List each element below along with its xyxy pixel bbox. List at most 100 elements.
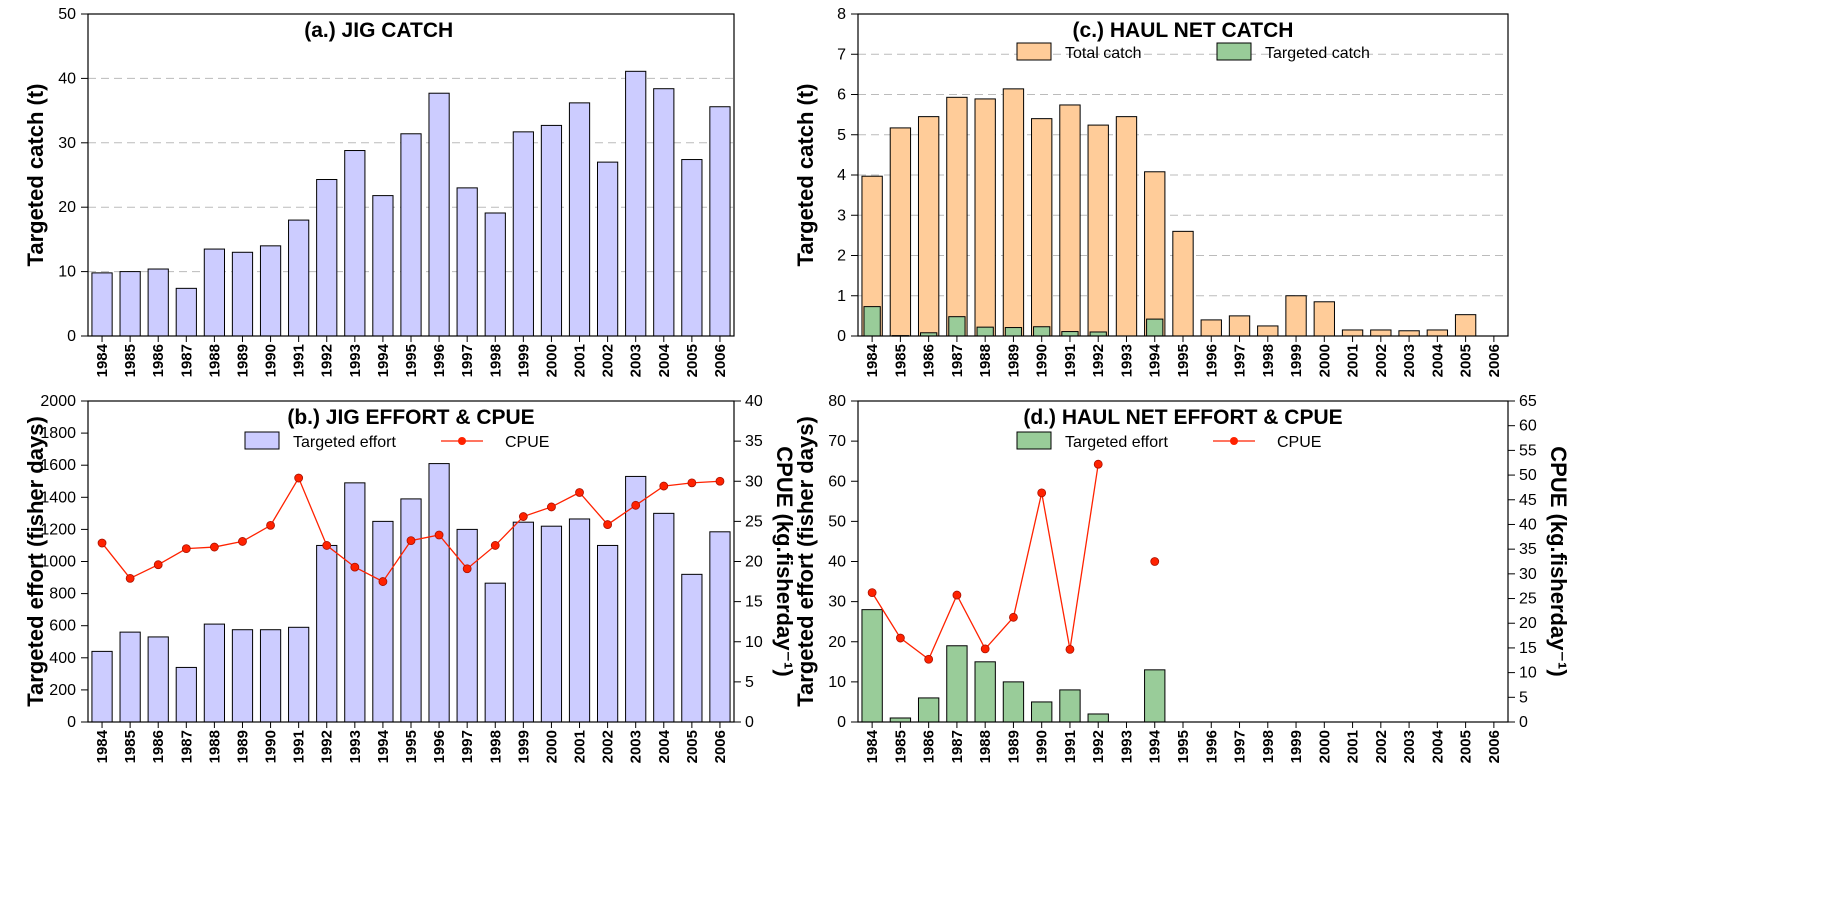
cpue-point bbox=[631, 500, 641, 510]
bar bbox=[946, 645, 968, 723]
legend-swatch bbox=[1016, 42, 1052, 61]
bar bbox=[119, 271, 141, 337]
y2-tick-label: 45 bbox=[1519, 492, 1537, 509]
x-tick-label: 1995 bbox=[1175, 730, 1192, 763]
bar bbox=[91, 272, 113, 337]
y-tick-label: 10 bbox=[58, 264, 76, 281]
x-tick-label: 1990 bbox=[263, 730, 280, 763]
y-axis-title: Targeted effort (fisher days) bbox=[793, 416, 818, 707]
x-tick-label: 1994 bbox=[1147, 343, 1164, 377]
y-tick-label: 60 bbox=[828, 473, 846, 490]
y-tick-label: 50 bbox=[58, 6, 76, 23]
bar bbox=[428, 463, 450, 723]
bar bbox=[1144, 669, 1166, 723]
y2-tick-label: 20 bbox=[1519, 615, 1537, 632]
y2-tick-label: 15 bbox=[745, 594, 763, 611]
bar bbox=[681, 573, 703, 723]
x-tick-label: 1998 bbox=[1260, 344, 1277, 377]
bar bbox=[1370, 329, 1392, 337]
cpue-point bbox=[125, 573, 135, 583]
bar bbox=[1059, 689, 1081, 723]
cpue-point bbox=[238, 537, 247, 546]
x-tick-label: 1994 bbox=[375, 729, 392, 763]
bar bbox=[456, 528, 478, 723]
x-tick-label: 1988 bbox=[206, 730, 223, 763]
panel-c: 0 1 2 3 4 5 6 7 8 1984 1985 1986 1987 1988 1989 1990 199… bbox=[793, 6, 1509, 377]
y-axis-title: Targeted catch (t) bbox=[793, 84, 818, 267]
cpue-point bbox=[462, 564, 472, 574]
bar bbox=[1031, 701, 1053, 723]
bar bbox=[709, 531, 731, 723]
x-tick-label: 1985 bbox=[122, 344, 139, 377]
panel-d: 0 10 20 30 40 50 60 70 80 0 5 10 15 20 25 30 35 40 45 50 55 6… bbox=[793, 393, 1571, 763]
cpue-point bbox=[1009, 612, 1018, 622]
y-tick-label: 1400 bbox=[40, 489, 76, 506]
bar bbox=[974, 661, 996, 723]
legend-swatch bbox=[1016, 431, 1052, 450]
bar bbox=[596, 544, 619, 723]
legend-label: Targeted catch bbox=[1265, 45, 1370, 62]
bar bbox=[1033, 326, 1051, 337]
x-tick-label: 1986 bbox=[921, 344, 938, 377]
y-tick-label: 0 bbox=[837, 328, 846, 345]
x-tick-label: 1987 bbox=[949, 730, 966, 763]
bar bbox=[1087, 713, 1109, 723]
x-tick-label: 2005 bbox=[1458, 344, 1475, 377]
x-tick-label: 1988 bbox=[977, 344, 994, 377]
cpue-point bbox=[924, 654, 934, 664]
y2-tick-label: 40 bbox=[745, 393, 763, 410]
panel-title: (c.) HAUL NET CATCH bbox=[1073, 19, 1294, 42]
x-tick-label: 2001 bbox=[1345, 344, 1362, 377]
cpue-point bbox=[266, 520, 275, 530]
x-tick-label: 2006 bbox=[1486, 730, 1503, 763]
y-tick-label: 4 bbox=[837, 167, 846, 184]
y-tick-label: 5 bbox=[837, 127, 846, 144]
x-tick-label: 2005 bbox=[1458, 730, 1475, 763]
y-tick-label: 1 bbox=[837, 288, 846, 305]
y2-tick-label: 0 bbox=[1519, 714, 1528, 731]
bar bbox=[1087, 124, 1109, 337]
cpue-point bbox=[153, 560, 163, 570]
x-tick-label: 1986 bbox=[150, 344, 167, 377]
y-tick-label: 800 bbox=[49, 586, 76, 603]
bar bbox=[889, 717, 912, 723]
x-tick-label: 2005 bbox=[684, 730, 701, 763]
y-tick-label: 600 bbox=[49, 618, 76, 635]
x-tick-label: 1995 bbox=[1175, 344, 1192, 377]
bar bbox=[625, 70, 647, 337]
x-tick-label: 1996 bbox=[1203, 344, 1220, 377]
x-tick-label: 1989 bbox=[1005, 344, 1022, 377]
x-tick-label: 2004 bbox=[656, 343, 673, 377]
bar bbox=[456, 187, 478, 337]
panel-title: (b.) JIG EFFORT & CPUE bbox=[287, 406, 534, 429]
bar bbox=[203, 623, 226, 723]
x-tick-label: 1998 bbox=[487, 730, 504, 763]
x-tick-label: 1985 bbox=[122, 730, 139, 763]
y-tick-label: 2000 bbox=[40, 393, 76, 410]
y2-tick-label: 30 bbox=[745, 473, 763, 490]
x-tick-label: 1987 bbox=[949, 344, 966, 377]
bar bbox=[681, 159, 703, 337]
y-tick-label: 50 bbox=[828, 513, 846, 530]
x-tick-label: 1999 bbox=[1288, 730, 1305, 763]
bar bbox=[512, 521, 534, 723]
bar bbox=[288, 626, 310, 723]
y2-axis-title: CPUE (kg.fisherday⁻¹) bbox=[1546, 446, 1571, 676]
bar bbox=[1002, 681, 1025, 723]
bar bbox=[259, 245, 282, 337]
y2-tick-label: 25 bbox=[745, 513, 763, 530]
y-tick-label: 7 bbox=[837, 46, 846, 63]
x-tick-label: 2002 bbox=[1373, 730, 1390, 763]
x-tick-label: 2001 bbox=[1345, 730, 1362, 763]
legend: Targeted effort CPUE bbox=[1016, 431, 1321, 451]
bar bbox=[568, 102, 591, 337]
legend-label: Total catch bbox=[1065, 45, 1141, 62]
x-tick-label: 1987 bbox=[178, 344, 195, 377]
y2-tick-label: 60 bbox=[1519, 418, 1537, 435]
legend-swatch bbox=[1216, 42, 1252, 61]
x-tick-label: 1988 bbox=[206, 344, 223, 377]
bar bbox=[288, 219, 310, 337]
legend-label: Targeted effort bbox=[293, 434, 396, 451]
bar bbox=[1146, 318, 1164, 337]
